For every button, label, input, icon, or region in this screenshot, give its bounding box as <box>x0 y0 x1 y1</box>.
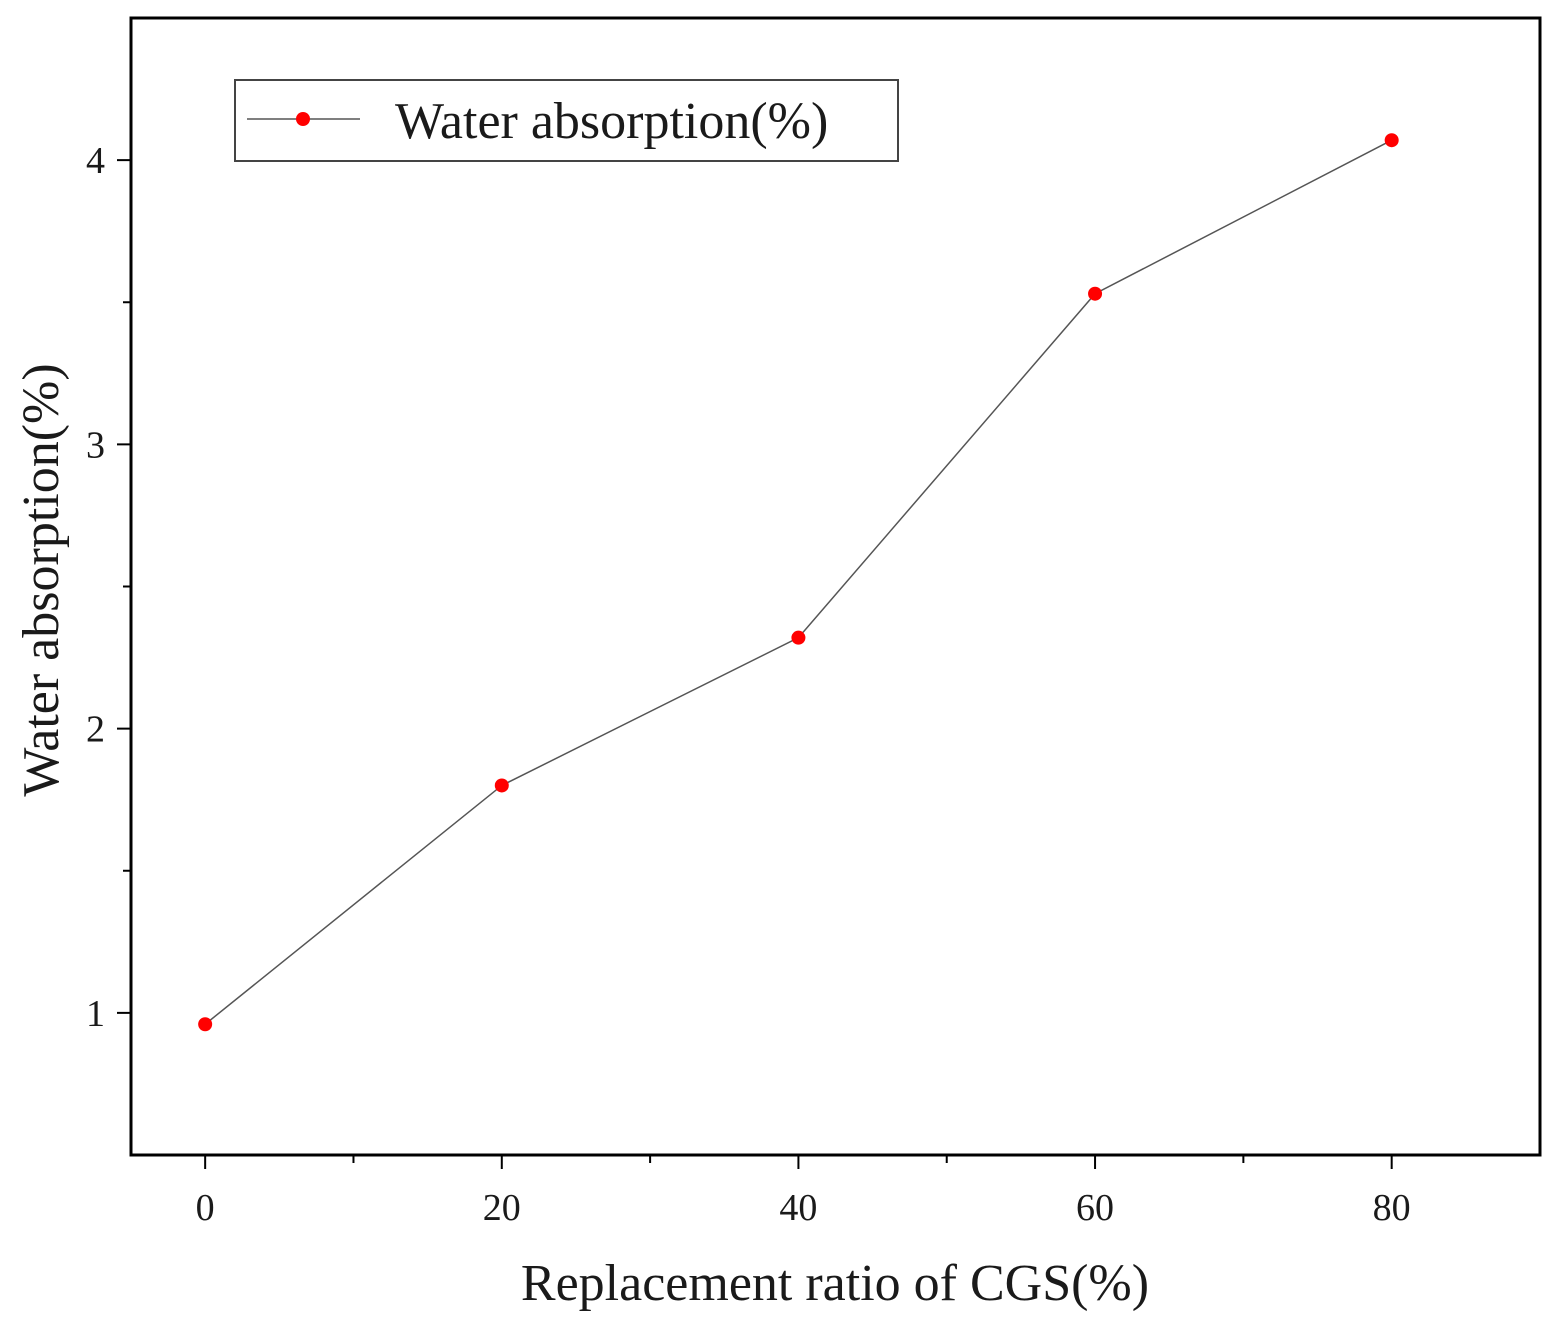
x-axis-title: Replacement ratio of CGS(%) <box>521 1255 1149 1312</box>
legend-box <box>234 79 899 162</box>
y-tick-label: 4 <box>86 140 105 182</box>
x-tick-label: 0 <box>196 1187 215 1229</box>
series-line-water-absorption <box>204 139 1393 1025</box>
legend: Water absorption(%) <box>234 79 899 162</box>
x-tick-label: 60 <box>1076 1187 1114 1229</box>
x-tick-label: 20 <box>483 1187 521 1229</box>
y-tick-label: 1 <box>86 993 105 1035</box>
x-axis-ticks: 0 20 40 60 80 <box>196 1155 1411 1229</box>
data-point <box>791 630 806 645</box>
y-tick-label: 2 <box>86 709 105 751</box>
data-point <box>1088 286 1103 301</box>
data-point <box>1384 133 1399 148</box>
y-tick-label: 3 <box>86 424 105 466</box>
plot-frame <box>129 16 1542 1157</box>
series-markers <box>198 133 1399 1032</box>
data-point <box>494 778 509 793</box>
data-point <box>198 1017 213 1032</box>
legend-marker-sample <box>296 112 310 126</box>
x-tick-label: 40 <box>779 1187 817 1229</box>
y-axis-title: Water absorption(%) <box>13 363 70 796</box>
y-axis-ticks: 1 2 3 4 <box>86 140 131 1035</box>
legend-label: Water absorption(%) <box>395 93 828 150</box>
x-tick-label: 80 <box>1373 1187 1411 1229</box>
